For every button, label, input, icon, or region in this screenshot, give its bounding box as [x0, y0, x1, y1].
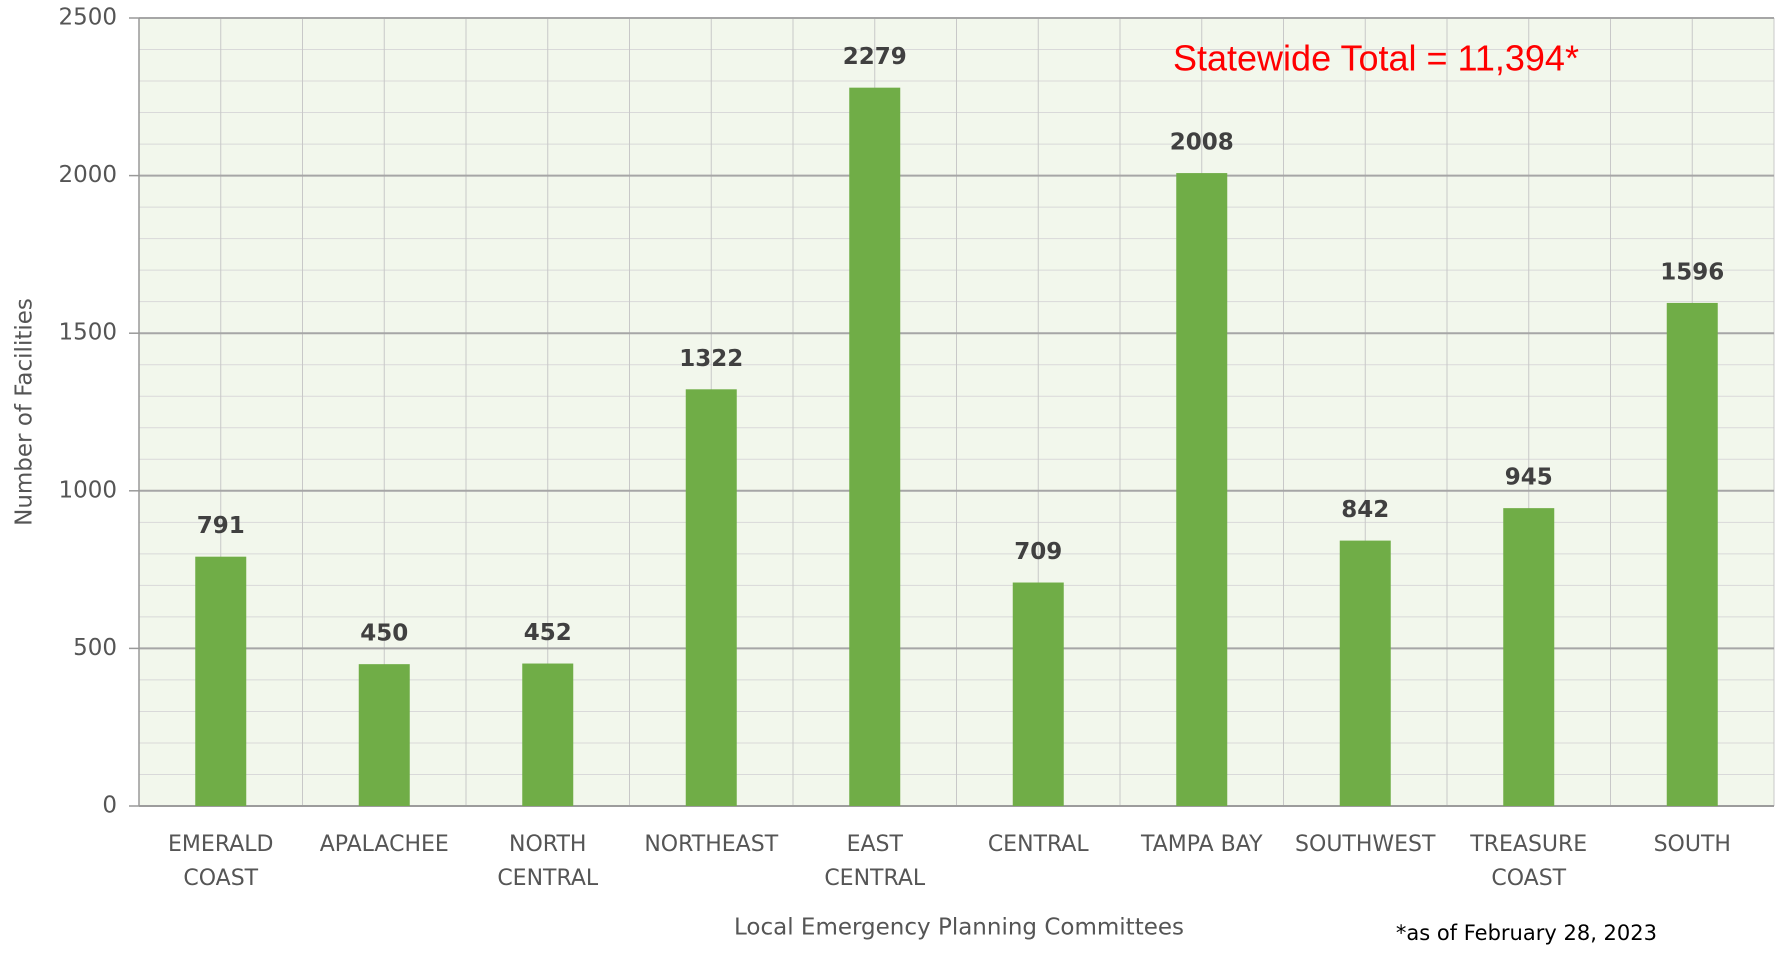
bar	[849, 87, 901, 807]
y-tick-label: 0	[102, 793, 117, 819]
data-label: 709	[1014, 539, 1062, 565]
data-label: 842	[1341, 497, 1389, 523]
y-tick-label: 2500	[58, 5, 117, 31]
y-axis-title: Number of Facilities	[12, 298, 38, 526]
x-tick-label: TAMPA BAY	[1140, 832, 1263, 857]
x-axis-title: Local Emergency Planning Committees	[734, 915, 1184, 941]
x-tick-label: NORTHEAST	[644, 832, 779, 857]
x-tick-label: SOUTHWEST	[1295, 832, 1436, 857]
y-tick-label: 1500	[58, 320, 117, 346]
x-tick-label: EMERALD COAST	[168, 832, 274, 891]
bar	[358, 664, 410, 806]
x-tick-label: CENTRAL	[987, 832, 1089, 857]
bar	[1339, 540, 1391, 806]
y-tick-label: 2000	[58, 162, 117, 188]
data-label: 791	[197, 513, 245, 539]
data-label: 1322	[679, 346, 743, 372]
data-label: 452	[524, 620, 572, 646]
data-label: 2279	[843, 44, 907, 70]
data-label: 450	[360, 621, 408, 647]
y-tick-label: 1000	[58, 477, 117, 503]
x-tick-label: EAST CENTRAL	[824, 832, 926, 891]
annotation: Statewide Total = 11,394*	[1173, 38, 1579, 79]
bar	[1666, 302, 1718, 806]
x-tick-label: NORTH CENTRAL	[497, 832, 599, 891]
x-tick-label: SOUTH	[1653, 832, 1731, 857]
y-tick-label: 500	[73, 635, 117, 661]
x-tick-label: APALACHEE	[319, 832, 449, 857]
data-label: 2008	[1170, 130, 1234, 156]
x-tick-label: TREASURE COAST	[1470, 832, 1588, 891]
bar	[1012, 582, 1064, 806]
data-label: 945	[1505, 465, 1553, 491]
bar	[195, 556, 247, 806]
bar	[522, 663, 574, 806]
bar	[1176, 173, 1228, 807]
data-label: 1596	[1660, 259, 1724, 285]
bar	[685, 389, 737, 806]
footnote: *as of February 28, 2023	[1396, 921, 1657, 945]
bar	[1503, 508, 1555, 806]
